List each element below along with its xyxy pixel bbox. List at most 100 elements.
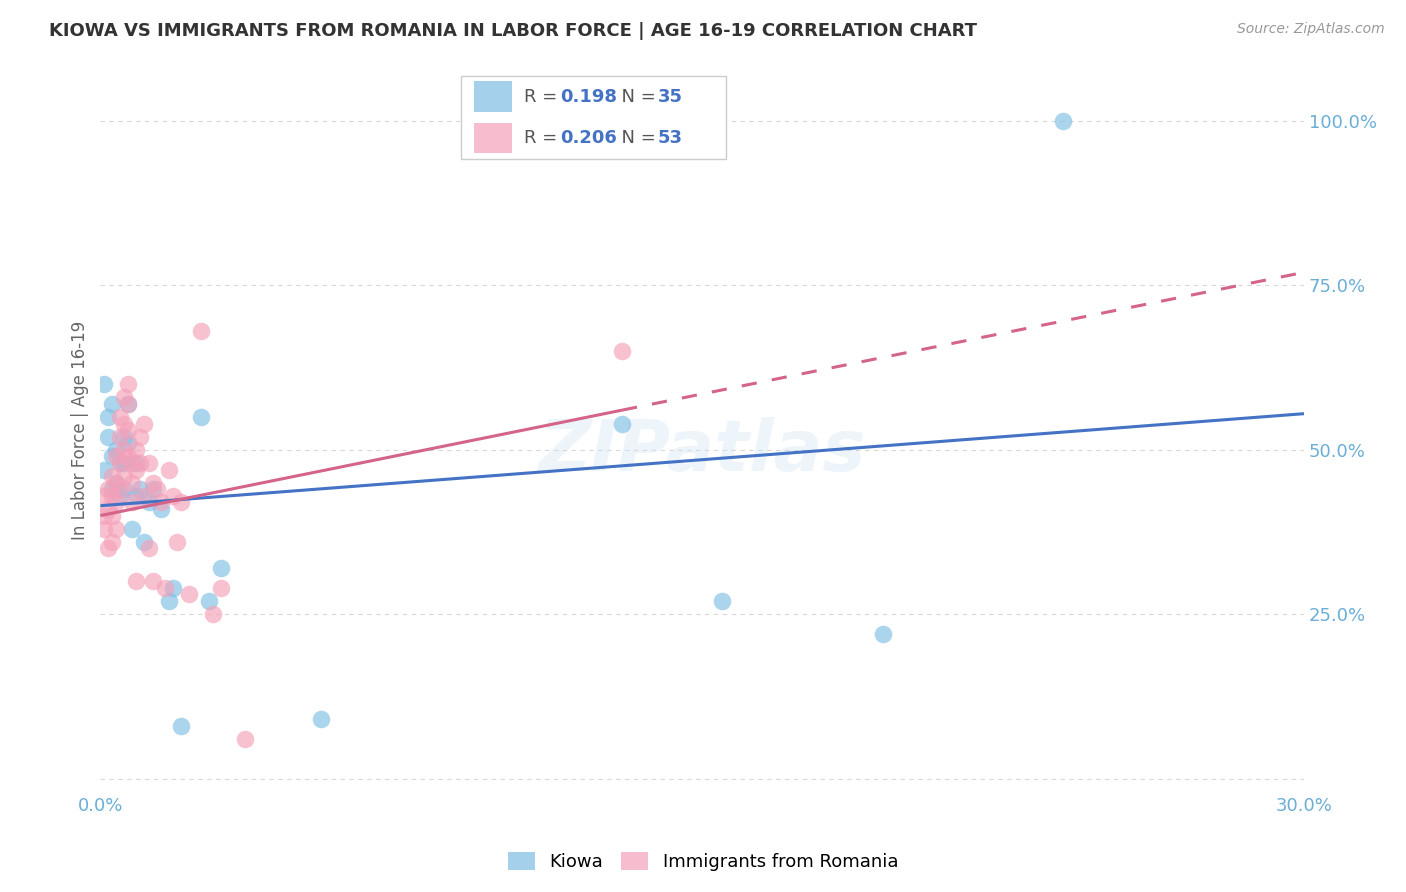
Point [93,489,115,503]
Point [110,456,132,470]
Point [110,483,132,497]
Point [121,495,143,509]
Point [125,462,148,476]
Point [101,483,124,497]
Point [610,417,633,431]
Point [117,397,139,411]
Point [141,483,163,497]
Point [610,344,633,359]
Point [117,423,139,437]
Point [209,561,232,575]
Point [125,574,148,589]
Point [93,377,115,392]
Point [233,732,256,747]
Text: R =: R = [524,129,562,147]
Point [112,430,135,444]
Point [134,417,156,431]
Point [149,502,172,516]
Point [134,489,156,503]
Point [101,534,124,549]
Point [121,522,143,536]
Point [1052,114,1074,128]
Point [129,456,152,470]
Point [105,475,128,490]
Point [141,475,163,490]
Point [125,442,148,457]
Point [93,522,115,536]
Point [97,541,120,556]
FancyBboxPatch shape [461,76,727,159]
Point [101,450,124,464]
Point [110,489,132,503]
Point [117,397,139,411]
Point [112,483,135,497]
Point [112,469,135,483]
Text: ZIPatlas: ZIPatlas [538,417,866,486]
Point [105,442,128,457]
Point [93,508,115,523]
Point [97,409,120,424]
Point [93,462,115,476]
Text: N =: N = [610,87,661,105]
Point [166,534,188,549]
Point [101,397,124,411]
Point [145,483,167,497]
Point [201,607,224,622]
Point [162,489,184,503]
Point [138,495,160,509]
Point [112,456,135,470]
Point [209,581,232,595]
Point [112,442,135,457]
Point [101,469,124,483]
Point [112,417,135,431]
Point [190,325,212,339]
Point [149,495,172,509]
Bar [474,81,512,112]
Text: N =: N = [610,129,661,147]
Text: 53: 53 [658,129,683,147]
Point [105,495,128,509]
Point [125,489,148,503]
Point [138,456,160,470]
Bar [474,123,512,153]
Point [112,390,135,404]
Point [177,587,200,601]
Text: Source: ZipAtlas.com: Source: ZipAtlas.com [1237,22,1385,37]
Point [872,627,894,641]
Text: R =: R = [524,87,562,105]
Point [162,581,184,595]
Point [97,502,120,516]
Point [117,450,139,464]
Point [190,409,212,424]
Point [110,456,132,470]
Point [125,456,148,470]
Text: KIOWA VS IMMIGRANTS FROM ROMANIA IN LABOR FORCE | AGE 16-19 CORRELATION CHART: KIOWA VS IMMIGRANTS FROM ROMANIA IN LABO… [49,22,977,40]
Point [110,409,132,424]
Point [169,495,191,509]
Point [141,574,163,589]
Point [153,581,176,595]
Text: 35: 35 [658,87,683,105]
Point [169,719,191,733]
Text: 0.198: 0.198 [560,87,617,105]
Point [97,483,120,497]
Point [121,456,143,470]
Point [129,430,152,444]
Point [101,489,124,503]
Y-axis label: In Labor Force | Age 16-19: In Labor Force | Age 16-19 [72,320,89,540]
Point [134,534,156,549]
Point [309,712,332,726]
Point [110,430,132,444]
Point [105,522,128,536]
Point [121,475,143,490]
Point [711,594,734,608]
Point [117,377,139,392]
Point [105,450,128,464]
Point [117,436,139,450]
Point [157,462,180,476]
Point [101,508,124,523]
Point [138,541,160,556]
Point [97,430,120,444]
Point [105,475,128,490]
Point [129,483,152,497]
